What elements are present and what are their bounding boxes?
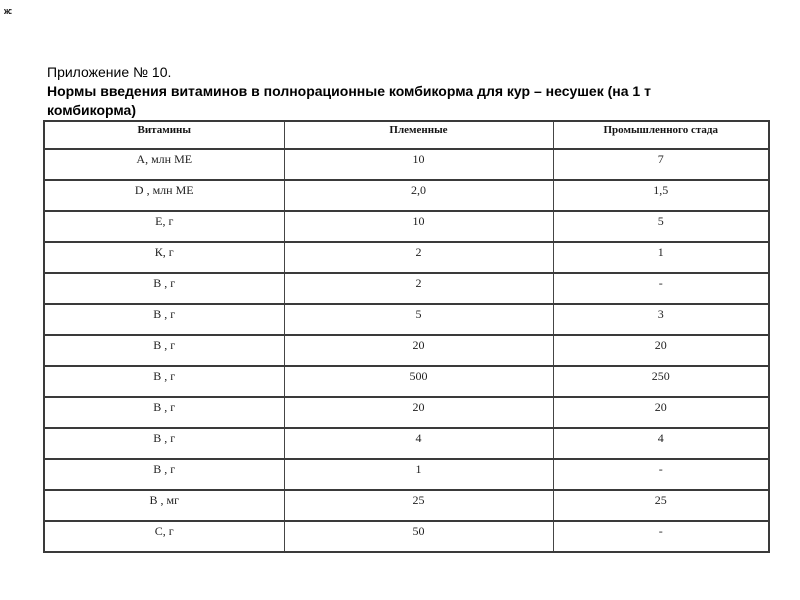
cell-vitamin: D , млн МЕ <box>43 179 285 212</box>
cell-vitamin: В , мг <box>43 489 285 522</box>
column-header-vitamins: Витамины <box>43 120 285 150</box>
cell-industrial: - <box>552 272 770 305</box>
cell-industrial: 20 <box>552 334 770 367</box>
cell-breeding: 10 <box>283 210 554 243</box>
table-row: В , г 4 4 <box>43 427 770 460</box>
cell-breeding: 10 <box>283 148 554 181</box>
cell-industrial: 4 <box>552 427 770 460</box>
cell-vitamin: С, г <box>43 520 285 553</box>
vitamin-norms-table: Витамины Племенные Промышленного стада А… <box>43 120 770 553</box>
cell-breeding: 2 <box>283 272 554 305</box>
cell-industrial: 1,5 <box>552 179 770 212</box>
table-row: В , мг 25 25 <box>43 489 770 522</box>
cell-industrial: - <box>552 458 770 491</box>
cell-industrial: - <box>552 520 770 553</box>
table-row: В , г 1 - <box>43 458 770 491</box>
cell-breeding: 4 <box>283 427 554 460</box>
cell-breeding: 5 <box>283 303 554 336</box>
cell-breeding: 500 <box>283 365 554 398</box>
title-block: Приложение № 10. Нормы введения витамино… <box>47 63 747 120</box>
column-header-industrial: Промышленного стада <box>552 120 770 150</box>
table-row: С, г 50 - <box>43 520 770 553</box>
appendix-label: Приложение № 10. <box>47 64 172 80</box>
table-row: В , г 20 20 <box>43 396 770 429</box>
column-header-breeding: Племенные <box>283 120 554 150</box>
cell-industrial: 5 <box>552 210 770 243</box>
table-header-row: Витамины Племенные Промышленного стада <box>43 120 770 150</box>
cell-breeding: 2,0 <box>283 179 554 212</box>
cell-breeding: 50 <box>283 520 554 553</box>
cell-breeding: 20 <box>283 396 554 429</box>
cell-vitamin: В , г <box>43 365 285 398</box>
corner-artifact-mark: ж: <box>4 6 12 16</box>
document-title-line2: комбикорма) <box>47 102 136 118</box>
cell-vitamin: В , г <box>43 396 285 429</box>
cell-breeding: 25 <box>283 489 554 522</box>
table-row: В , г 20 20 <box>43 334 770 367</box>
document-title-line1: Нормы введения витаминов в полнорационны… <box>47 83 651 99</box>
cell-breeding: 20 <box>283 334 554 367</box>
table-row: Е, г 10 5 <box>43 210 770 243</box>
cell-industrial: 20 <box>552 396 770 429</box>
table-row: В , г 2 - <box>43 272 770 305</box>
table-row: К, г 2 1 <box>43 241 770 274</box>
table-row: В , г 5 3 <box>43 303 770 336</box>
cell-vitamin: В , г <box>43 334 285 367</box>
cell-vitamin: А, млн МЕ <box>43 148 285 181</box>
cell-industrial: 7 <box>552 148 770 181</box>
cell-vitamin: В , г <box>43 272 285 305</box>
table-row: А, млн МЕ 10 7 <box>43 148 770 181</box>
cell-industrial: 3 <box>552 303 770 336</box>
cell-industrial: 1 <box>552 241 770 274</box>
cell-industrial: 250 <box>552 365 770 398</box>
cell-breeding: 2 <box>283 241 554 274</box>
cell-vitamin: В , г <box>43 303 285 336</box>
cell-vitamin: В , г <box>43 458 285 491</box>
cell-vitamin: В , г <box>43 427 285 460</box>
cell-industrial: 25 <box>552 489 770 522</box>
table-row: В , г 500 250 <box>43 365 770 398</box>
cell-vitamin: К, г <box>43 241 285 274</box>
cell-vitamin: Е, г <box>43 210 285 243</box>
cell-breeding: 1 <box>283 458 554 491</box>
table-row: D , млн МЕ 2,0 1,5 <box>43 179 770 212</box>
